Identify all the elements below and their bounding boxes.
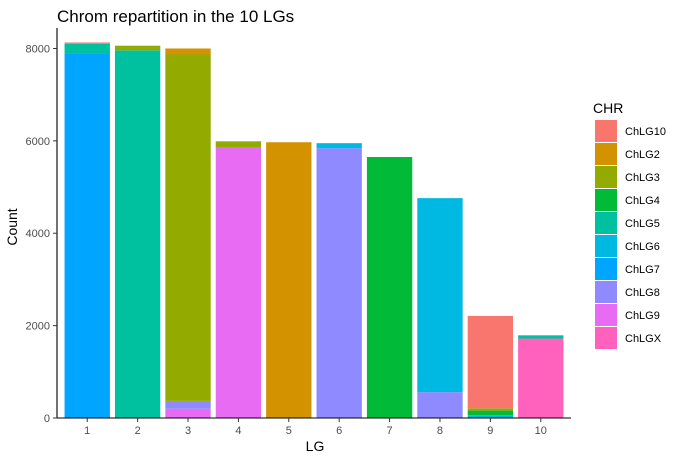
x-tick-label: 10 (535, 425, 547, 437)
y-tick-label: 0 (44, 413, 50, 425)
bar-segment-lg3-chlg9 (165, 408, 211, 418)
bar-segment-lg3-chlg2 (165, 48, 211, 55)
bar-segment-lg4-chlg9 (215, 147, 262, 419)
legend-label-chlg5: ChLG5 (625, 218, 660, 230)
bar-segment-lg1-chlg5 (64, 43, 110, 54)
bar-segment-lg3-chlg3 (165, 54, 211, 401)
bar-segment-lg10-chlgx (518, 338, 564, 418)
x-tick-label: 9 (487, 425, 493, 437)
x-tick-label: 5 (286, 425, 292, 437)
legend-label-chlg8: ChLG8 (625, 287, 660, 299)
legend-label-chlg3: ChLG3 (625, 172, 660, 184)
legend-label-chlgx: ChLGX (625, 333, 662, 345)
bar-segment-lg9-chlg3 (467, 408, 514, 411)
y-tick-label: 6000 (26, 136, 50, 148)
legend-label-chlg2: ChLG2 (625, 149, 660, 161)
bar-segment-lg8-chlg6 (417, 198, 463, 393)
bar-segment-lg7-chlg4 (366, 157, 413, 418)
y-tick-label: 2000 (26, 321, 50, 333)
legend-key-chlg3 (595, 166, 617, 188)
legend-label-chlg4: ChLG4 (625, 195, 660, 207)
chart-title: Chrom repartition in the 10 LGs (57, 7, 294, 26)
y-axis-title: Count (4, 208, 20, 245)
x-tick-label: 7 (387, 425, 393, 437)
legend-title: CHR (593, 100, 623, 116)
legend-label-chlg7: ChLG7 (625, 264, 660, 276)
bar-segment-lg2-chlg5 (114, 50, 161, 418)
x-tick-label: 6 (336, 425, 342, 437)
bars-layer (64, 42, 564, 419)
legend-key-chlgx (595, 327, 617, 349)
x-tick-label: 3 (185, 425, 191, 437)
bar-segment-lg6-chlg6 (316, 143, 362, 149)
bar-segment-lg5-chlg2 (266, 142, 312, 419)
y-tick-label: 4000 (26, 228, 50, 240)
axes-layer: 0 2000 4000 6000 8000 1 2 3 4 5 6 7 8 9 10 (26, 28, 571, 437)
legend-label-chlg10: ChLG10 (625, 126, 666, 138)
legend-label-chlg9: ChLG9 (625, 310, 660, 322)
bar-segment-lg9-chlg10 (467, 315, 514, 409)
x-axis-title: LG (306, 438, 325, 454)
bar-segment-lg9-chlg6 (467, 415, 514, 418)
legend-key-chlg9 (595, 304, 617, 326)
bar-segment-lg2-chlg3 (114, 45, 161, 51)
bar-segment-lg9-chlg4 (467, 410, 514, 416)
legend-key-chlg4 (595, 189, 617, 211)
legend-key-chlg10 (595, 120, 617, 142)
x-tick-label: 4 (235, 425, 241, 437)
x-tick-label: 2 (135, 425, 141, 437)
bar-segment-lg3-chlg8 (165, 400, 211, 409)
legend-label-chlg6: ChLG6 (625, 241, 660, 253)
x-tick-label: 1 (84, 425, 90, 437)
bar-segment-lg4-chlg3 (215, 141, 262, 148)
legend: CHR ChLG10 ChLG2 ChLG3 ChLG4 ChLG5 ChLG6 ChLG7… (593, 100, 666, 349)
legend-key-chlg6 (595, 235, 617, 257)
x-tick-label: 8 (437, 425, 443, 437)
legend-key-chlg5 (595, 212, 617, 234)
y-tick-label: 8000 (26, 43, 50, 55)
legend-key-chlg7 (595, 258, 617, 280)
legend-key-chlg2 (595, 143, 617, 165)
legend-key-chlg8 (595, 281, 617, 303)
bar-segment-lg8-chlg8 (417, 392, 463, 418)
bar-segment-lg1-chlg10 (64, 42, 110, 44)
bar-segment-lg1-chlg7 (64, 53, 110, 418)
bar-segment-lg6-chlg8 (316, 148, 362, 418)
bar-segment-lg10-chlg5 (518, 335, 564, 339)
